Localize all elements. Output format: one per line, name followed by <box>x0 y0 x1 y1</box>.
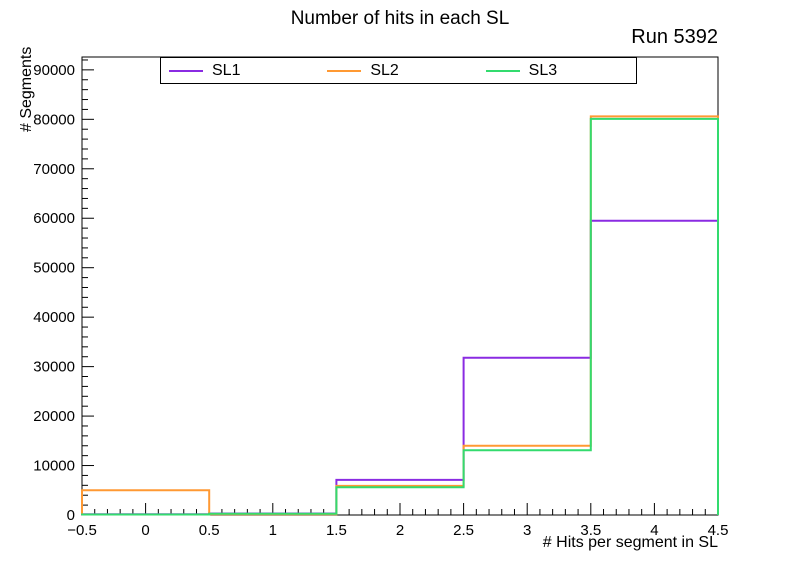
legend-entry-sl1: SL1 <box>161 62 319 80</box>
legend-label-sl2: SL2 <box>370 61 399 79</box>
y-tick-label: 40000 <box>33 309 75 326</box>
y-tick-label: 90000 <box>33 62 75 79</box>
sl3-line-swatch <box>485 69 520 72</box>
run-label: Run 5392 <box>631 26 718 48</box>
series-line-sl1 <box>81 219 719 516</box>
y-tick-label: 50000 <box>33 260 75 277</box>
y-tick-label: 20000 <box>33 408 75 425</box>
x-tick-label: 3.5 <box>580 522 601 539</box>
x-axis-label: # Hits per segment in SL <box>542 534 718 551</box>
legend: SL1 SL2 SL3 <box>160 57 637 84</box>
x-tick-label: 4.5 <box>708 522 729 539</box>
x-tick-label: 0.5 <box>199 522 220 539</box>
y-tick-label: 0 <box>67 507 75 524</box>
x-tick-label: 2 <box>396 522 404 539</box>
x-tick-label: 0 <box>141 522 149 539</box>
series-line-sl2 <box>81 115 719 516</box>
legend-entry-sl2: SL2 <box>319 62 477 80</box>
chart-title: Number of hits in each SL <box>290 8 510 29</box>
legend-entry-sl3: SL3 <box>478 62 636 80</box>
x-tick-label: 1.5 <box>326 522 347 539</box>
y-tick-label: 80000 <box>33 111 75 128</box>
x-tick-label: 2.5 <box>453 522 474 539</box>
x-tick-label: 1 <box>269 522 277 539</box>
y-tick-label: 30000 <box>33 359 75 376</box>
legend-label-sl1: SL1 <box>212 61 241 79</box>
y-tick-label: 70000 <box>33 161 75 178</box>
sl2-line-swatch <box>327 69 362 72</box>
x-tick-label: 3 <box>523 522 531 539</box>
x-tick-label: 4 <box>650 522 658 539</box>
legend-label-sl3: SL3 <box>528 61 558 79</box>
sl1-line-swatch <box>169 69 203 72</box>
y-tick-label: 60000 <box>33 210 75 227</box>
y-tick-label: 10000 <box>33 458 75 475</box>
series-line-sl3 <box>81 117 719 516</box>
x-tick-label: −0.5 <box>67 522 97 539</box>
y-axis-label: # Segments <box>18 46 35 132</box>
plot-frame <box>81 56 719 516</box>
